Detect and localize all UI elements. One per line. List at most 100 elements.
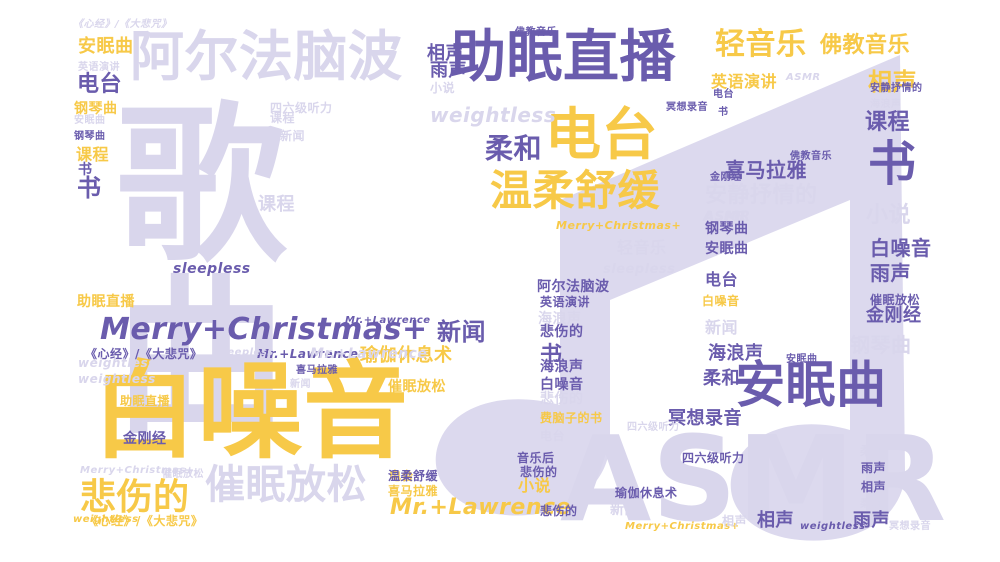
cloud-word: 雨声 (870, 261, 911, 285)
cloud-word: 白噪音 (92, 351, 409, 473)
cloud-word: Mr.+Lawrence (310, 346, 428, 362)
cloud-word: 悲伤的 (80, 477, 190, 518)
cloud-word: 相声 (868, 68, 917, 96)
cloud-word: 《心经》/《大悲咒》 (85, 347, 203, 361)
cloud-word: 悲伤的 (540, 324, 584, 340)
cloud-word: 电台 (713, 89, 734, 100)
cloud-word: 金刚经 (710, 172, 742, 183)
cloud-word: 书 (77, 174, 102, 202)
cloud-word: 冥想录音 (889, 521, 931, 532)
cloud-word: 催眠放松 (388, 379, 446, 395)
cloud-word: weightless (73, 514, 139, 525)
cloud-word: 白噪音 (870, 236, 932, 260)
cloud-word: 佛教音乐 (515, 27, 557, 38)
cloud-word: 《心经》/《大悲咒》 (86, 514, 204, 528)
cloud-word: 冥想录音 (668, 408, 742, 429)
cloud-word: 电台 (545, 103, 658, 168)
cloud-word: 雨声 (861, 461, 887, 475)
cloud-word: ASMR (705, 209, 747, 223)
cloud-word: 催眠放松 (870, 293, 921, 307)
cloud-word: 悲伤的 (540, 504, 578, 518)
cloud-word: 课程 (76, 145, 110, 164)
cloud-word: weightless (78, 356, 156, 370)
cloud-word: 安眠曲 (735, 356, 887, 414)
cloud-word: 钢琴曲 (705, 221, 749, 237)
cloud-word: 温柔舒缓 (490, 166, 661, 215)
cloud-word: 雨声 (853, 510, 890, 531)
cloud-word: 白噪音 (702, 294, 740, 308)
cloud-word: 金刚经 (866, 305, 922, 326)
cloud-word: 轻音乐 (715, 27, 807, 62)
cloud-word: 小说 (866, 203, 912, 228)
cloud-word: 电台 (705, 270, 739, 289)
music-note-shape (435, 55, 905, 541)
cloud-word: 费脑子的书 (540, 411, 603, 425)
cloud-word: 四六级听力 (270, 101, 333, 115)
cloud-word: 佛教音乐 (790, 151, 832, 162)
cloud-word: 温柔舒缓 (388, 469, 439, 483)
cloud-word: 课程 (270, 111, 296, 125)
cloud-word: 安静抒情的 (705, 183, 818, 208)
cloud-word: 柔和 (703, 368, 740, 389)
cloud-word: 相声 (722, 514, 748, 528)
cloud-word: 小说 (518, 476, 552, 495)
cloud-word: 阿尔法脑波 (537, 279, 610, 295)
cloud-word: 冥想录音 (666, 102, 708, 113)
cloud-word: 英语演讲 (711, 72, 778, 91)
cloud-word: 相声 (861, 480, 887, 494)
cloud-word: weightless (430, 103, 557, 127)
cloud-word: 课程 (865, 110, 911, 135)
cloud-word: Merry+Christmas+ (625, 521, 740, 532)
cloud-word: 助眠直播 (450, 25, 676, 90)
cloud-word: sleepless (217, 347, 274, 358)
cloud-word: 安眠曲 (786, 354, 818, 365)
cloud-word: 海浪声 (540, 359, 584, 375)
cloud-word: 喜马拉雅 (296, 365, 338, 376)
cloud-word: sleepless (603, 262, 676, 277)
cloud-word: 歌曲 (86, 95, 284, 439)
cloud-word: 悲伤的 (520, 465, 558, 479)
cloud-word: 海浪声 (538, 311, 582, 327)
cloud-word: 新闻 (290, 379, 311, 390)
cloud-word: Merry+Christmas+ (100, 312, 428, 347)
cloud-word: 催眠放松 (205, 462, 367, 508)
cloud-word: 四六级听力 (682, 451, 745, 465)
cloud-word: 安眠曲 (705, 241, 749, 257)
cloud-word: 英语演讲 (540, 295, 591, 309)
cloud-word: 轻音乐 (617, 238, 667, 257)
cloud-word: 助眠直播 (77, 294, 135, 310)
cloud-word: Mr.+Lawrence (257, 347, 359, 361)
cloud-word: 喜马拉雅 (725, 158, 807, 182)
cloud-word: 电台 (77, 72, 123, 97)
cloud-word: 钢琴曲 (850, 333, 912, 357)
cloud-word: 《心经》/《大悲咒》 (73, 19, 172, 30)
cloud-word: 新闻 (280, 129, 306, 143)
cloud-word: 相声 (757, 510, 794, 531)
cloud-word: 海浪声 (870, 99, 902, 110)
cloud-word: Merry+Christmas+ (80, 465, 195, 476)
cloud-word: 柔和 (860, 444, 886, 458)
cloud-word: 新闻 (437, 318, 486, 346)
cloud-word: 瑜伽休息术 (615, 486, 678, 500)
cloud-word: ASMR (703, 209, 751, 225)
cloud-word: sleepless (173, 261, 251, 277)
cloud-word: 安眠曲 (78, 36, 134, 57)
cloud-word: 钢琴曲 (74, 101, 118, 117)
cloud-word: 小说 (430, 81, 456, 95)
cloud-word: 书 (718, 107, 729, 118)
cloud-word: 海浪声 (708, 343, 764, 364)
cloud-word: 新闻 (705, 318, 739, 337)
cloud-word: 安静抒情的 (870, 83, 923, 94)
cloud-word: 佛教音乐 (820, 33, 911, 58)
cloud-word: 喜马拉雅 (388, 484, 439, 498)
cloud-word: 雨声 (430, 60, 467, 81)
cloud-word: 课程 (258, 194, 295, 215)
cloud-word: 钢琴曲 (74, 131, 106, 142)
cloud-word: 新闻 (610, 502, 639, 518)
cloud-word: Mr.+Lawrence (390, 495, 571, 520)
cloud-word: 电台 (389, 469, 415, 483)
cloud-word: 柔和 (860, 499, 881, 510)
cloud-word: 金刚经 (123, 431, 167, 447)
